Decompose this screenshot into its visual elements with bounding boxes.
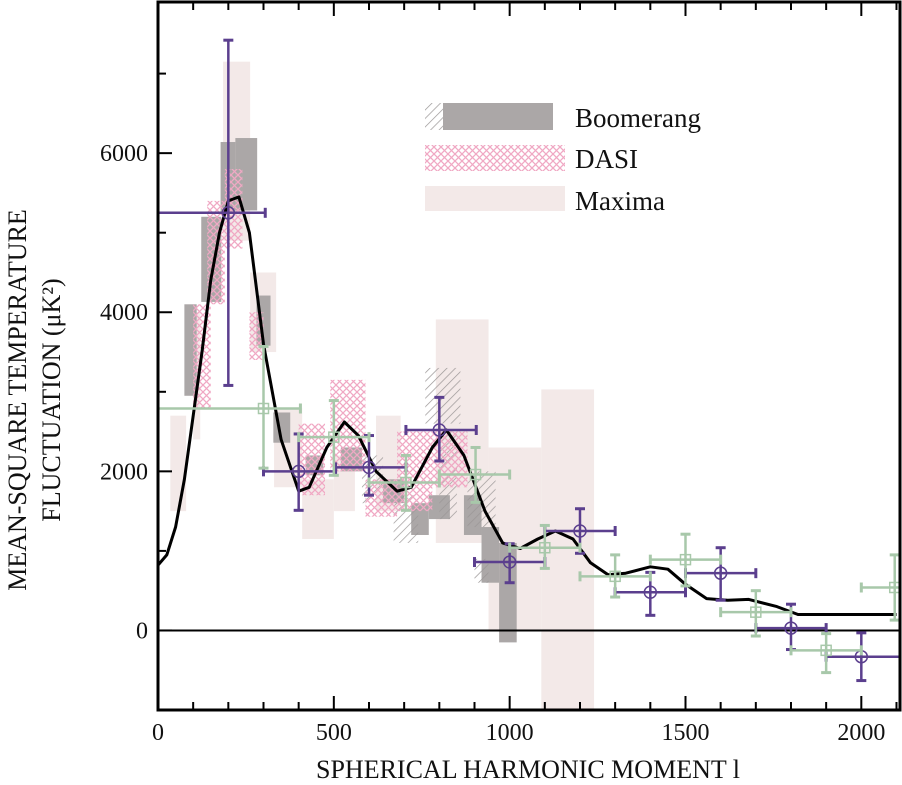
y-tick-label: 2000	[100, 459, 148, 485]
maxima-box	[170, 415, 187, 512]
dasi-box	[397, 431, 433, 512]
point-marker	[820, 644, 832, 657]
y-tick-label: 4000	[100, 300, 148, 326]
data-point	[578, 553, 652, 599]
y-tick-label: 6000	[100, 141, 148, 167]
point-marker	[291, 464, 306, 479]
x-axis-label: SPHERICAL HARMONIC MOMENT l	[316, 755, 740, 784]
y-axis-label-line1: MEAN-SQUARE TEMPERATURE	[3, 209, 32, 591]
point-marker	[784, 621, 798, 635]
legend-swatch-boomerang-hatched	[425, 103, 445, 130]
x-tick-label: 0	[152, 720, 164, 746]
point-marker	[679, 553, 692, 566]
point-marker	[362, 460, 376, 475]
point-marker	[502, 555, 517, 569]
point-marker	[643, 585, 658, 600]
x-tick-label: 2000	[837, 720, 885, 746]
boomerang-hatched-box	[474, 558, 489, 583]
point-marker	[328, 431, 340, 443]
data-point	[508, 523, 582, 570]
data-point	[156, 344, 302, 470]
point-marker	[257, 402, 270, 415]
point-marker	[539, 541, 551, 554]
data-point	[648, 532, 723, 588]
y-tick-label: 0	[136, 618, 148, 644]
plot-frame	[156, 0, 902, 712]
legend-swatch-maxima	[425, 186, 565, 211]
point-marker	[400, 476, 412, 489]
boomerang-hatched-box	[425, 367, 461, 424]
legend-label-boomerang: Boomerang	[575, 103, 701, 133]
legend-label-dasi: DASI	[575, 144, 638, 174]
point-marker	[221, 206, 236, 220]
data-point	[367, 453, 441, 512]
data-point	[719, 589, 793, 638]
x-tick-label: 1500	[661, 720, 709, 746]
x-tick-label: 1000	[486, 720, 534, 746]
point-marker	[750, 606, 762, 618]
x-tick-label: 500	[316, 720, 352, 746]
legend-swatch-boomerang	[443, 103, 553, 130]
data-point	[437, 445, 512, 504]
legend: Boomerang DASI Maxima	[425, 103, 701, 216]
data-point	[859, 553, 902, 622]
point-marker	[432, 423, 447, 437]
legend-swatch-dasi	[425, 145, 565, 171]
y-axis-label-line2: FLUCTUATION (μK²)	[37, 278, 66, 521]
data-point	[789, 632, 863, 675]
data-point	[404, 395, 478, 463]
point-marker	[469, 468, 482, 481]
data-point	[297, 399, 371, 477]
legend-label-maxima: Maxima	[575, 186, 665, 216]
point-marker	[713, 566, 728, 580]
point-marker	[609, 570, 621, 583]
point-marker	[573, 524, 587, 538]
data-point	[824, 631, 902, 683]
